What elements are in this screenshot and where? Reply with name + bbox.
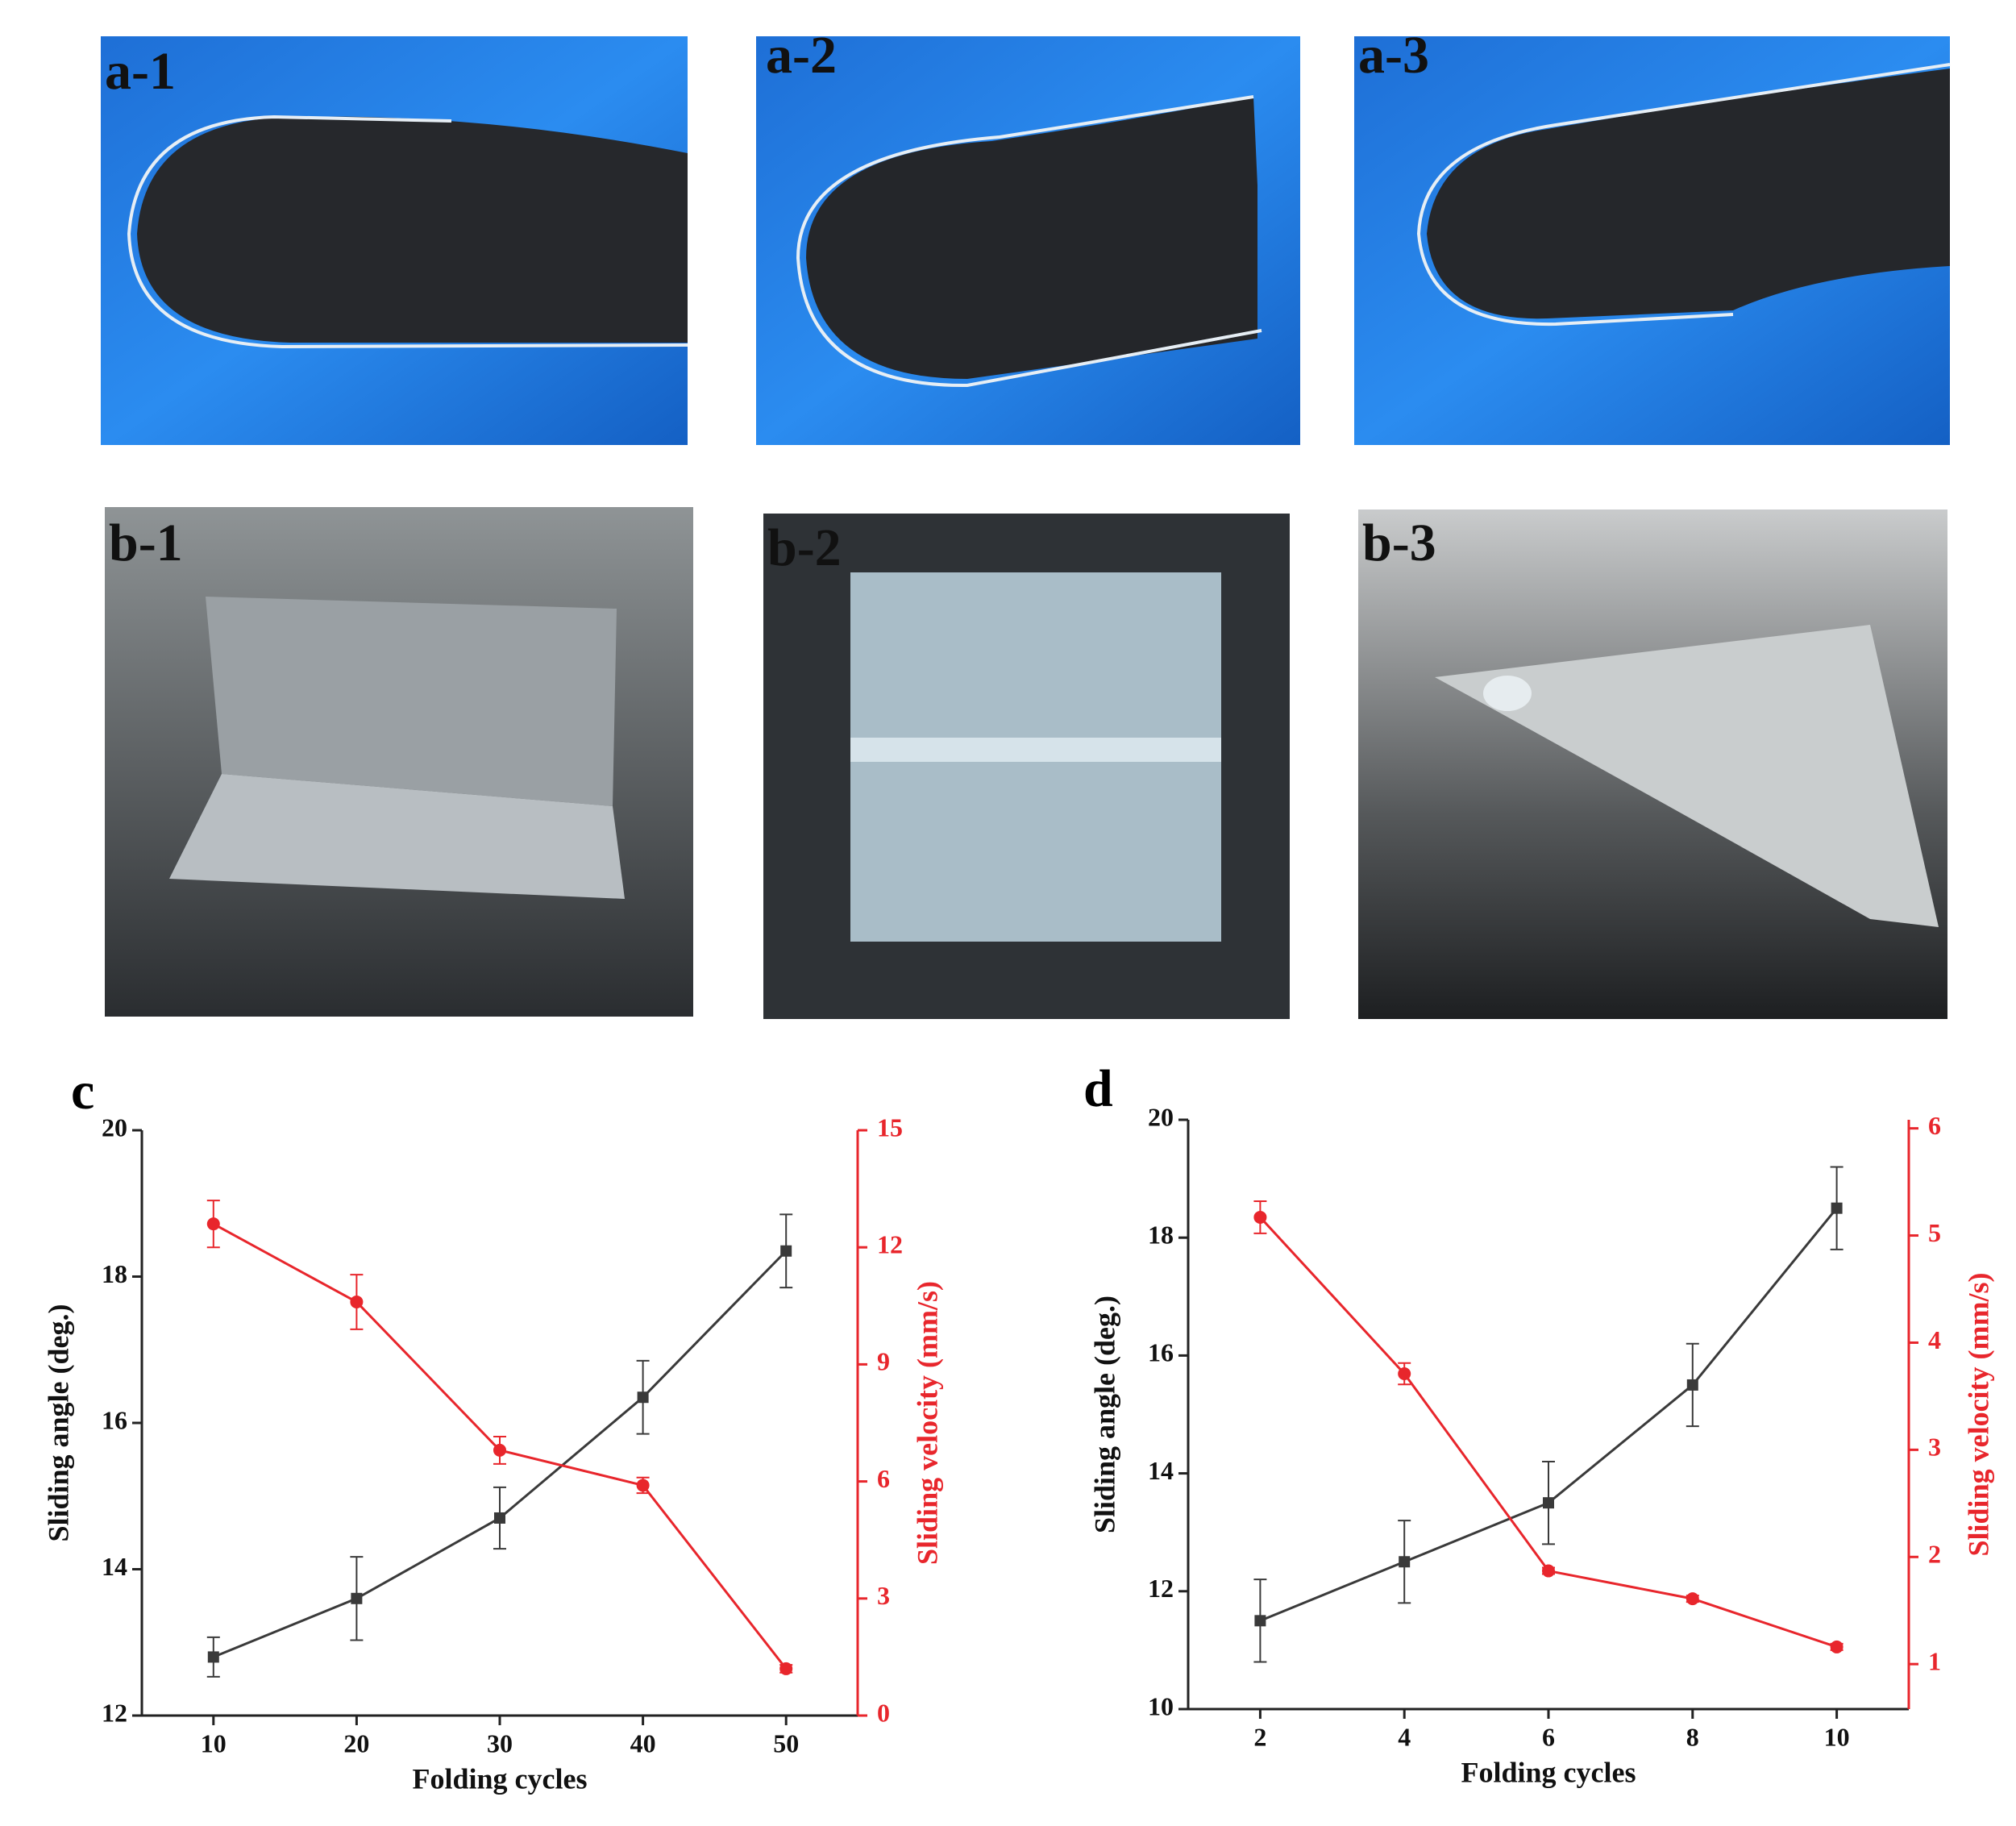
y-tick-label: 20	[1148, 1102, 1174, 1131]
y2-tick-label: 1	[1928, 1647, 1941, 1676]
y2-axis-title: Sliding velocity (mm/s)	[1962, 1273, 1994, 1557]
y-tick-label: 18	[1148, 1221, 1174, 1250]
x-axis-title: Folding cycles	[413, 1762, 588, 1795]
photo-label: b-1	[109, 514, 183, 572]
point	[494, 1512, 505, 1524]
photo-label: a-3	[1358, 26, 1429, 85]
point	[1253, 1210, 1267, 1224]
y2-tick-label: 5	[1928, 1218, 1941, 1247]
point	[1830, 1640, 1843, 1653]
y2-tick-label: 9	[877, 1347, 890, 1376]
x-tick-label: 8	[1686, 1722, 1699, 1751]
point	[1542, 1564, 1555, 1578]
x-tick-label: 10	[1824, 1722, 1850, 1751]
point	[1254, 1615, 1266, 1627]
y-tick-label: 16	[1148, 1338, 1174, 1367]
y2-tick-label: 0	[877, 1698, 890, 1727]
y-tick-label: 14	[1148, 1456, 1174, 1485]
panel-label: d	[1083, 1059, 1113, 1118]
photo-a-1: a-1	[101, 36, 688, 445]
photo-a-3: a-3	[1354, 26, 1951, 445]
point	[1686, 1592, 1699, 1606]
photo-b-1: b-1	[105, 507, 693, 1017]
y-tick-label: 12	[102, 1698, 127, 1727]
x-tick-label: 10	[201, 1728, 227, 1757]
y2-tick-label: 12	[877, 1230, 903, 1259]
y2-tick-label: 2	[1928, 1540, 1941, 1569]
point	[206, 1217, 220, 1231]
x-tick-label: 20	[343, 1728, 369, 1757]
photo-a-2: a-2	[756, 26, 1300, 445]
y2-tick-label: 3	[877, 1581, 890, 1610]
y-tick-label: 14	[102, 1552, 127, 1581]
y2-tick-label: 6	[877, 1464, 890, 1493]
point	[493, 1443, 506, 1457]
point	[1686, 1379, 1698, 1391]
y-tick-label: 20	[102, 1113, 127, 1142]
photo-label: b-2	[767, 518, 842, 577]
y-tick-label: 18	[102, 1259, 127, 1288]
series-line	[1259, 1207, 1838, 1622]
photo-label: b-3	[1362, 514, 1436, 572]
y2-tick-label: 6	[1928, 1111, 1941, 1140]
point	[779, 1662, 793, 1675]
x-tick-label: 50	[773, 1728, 799, 1757]
point	[1399, 1556, 1411, 1568]
photo-b-3: b-3	[1358, 510, 1947, 1019]
point	[780, 1245, 792, 1257]
point	[350, 1295, 364, 1308]
point	[637, 1391, 649, 1404]
point	[351, 1592, 363, 1604]
photo-label: a-2	[766, 26, 837, 85]
panel-label: c	[71, 1062, 94, 1121]
series-line	[1259, 1216, 1838, 1649]
photo-label: a-1	[105, 42, 176, 101]
x-axis-title: Folding cycles	[1461, 1756, 1636, 1788]
point	[1398, 1366, 1411, 1380]
x-tick-label: 6	[1542, 1722, 1555, 1751]
y2-tick-label: 15	[877, 1113, 903, 1142]
x-tick-label: 40	[630, 1728, 656, 1757]
photo-b-2: b-2	[763, 514, 1290, 1019]
x-tick-label: 4	[1398, 1722, 1411, 1751]
x-tick-label: 2	[1253, 1722, 1266, 1751]
x-tick-label: 30	[487, 1728, 513, 1757]
y-tick-label: 10	[1148, 1691, 1174, 1720]
point	[1831, 1202, 1843, 1214]
y2-axis-title: Sliding velocity (mm/s)	[911, 1281, 943, 1565]
y-tick-label: 12	[1148, 1574, 1174, 1603]
y2-tick-label: 4	[1928, 1325, 1941, 1354]
y2-tick-label: 3	[1928, 1433, 1941, 1462]
y-tick-label: 16	[102, 1405, 127, 1434]
y-axis-title: Sliding angle (deg.)	[42, 1304, 74, 1541]
point	[636, 1479, 650, 1492]
y-axis-title: Sliding angle (deg.)	[1088, 1296, 1120, 1533]
point	[207, 1651, 219, 1663]
point	[1543, 1497, 1554, 1509]
